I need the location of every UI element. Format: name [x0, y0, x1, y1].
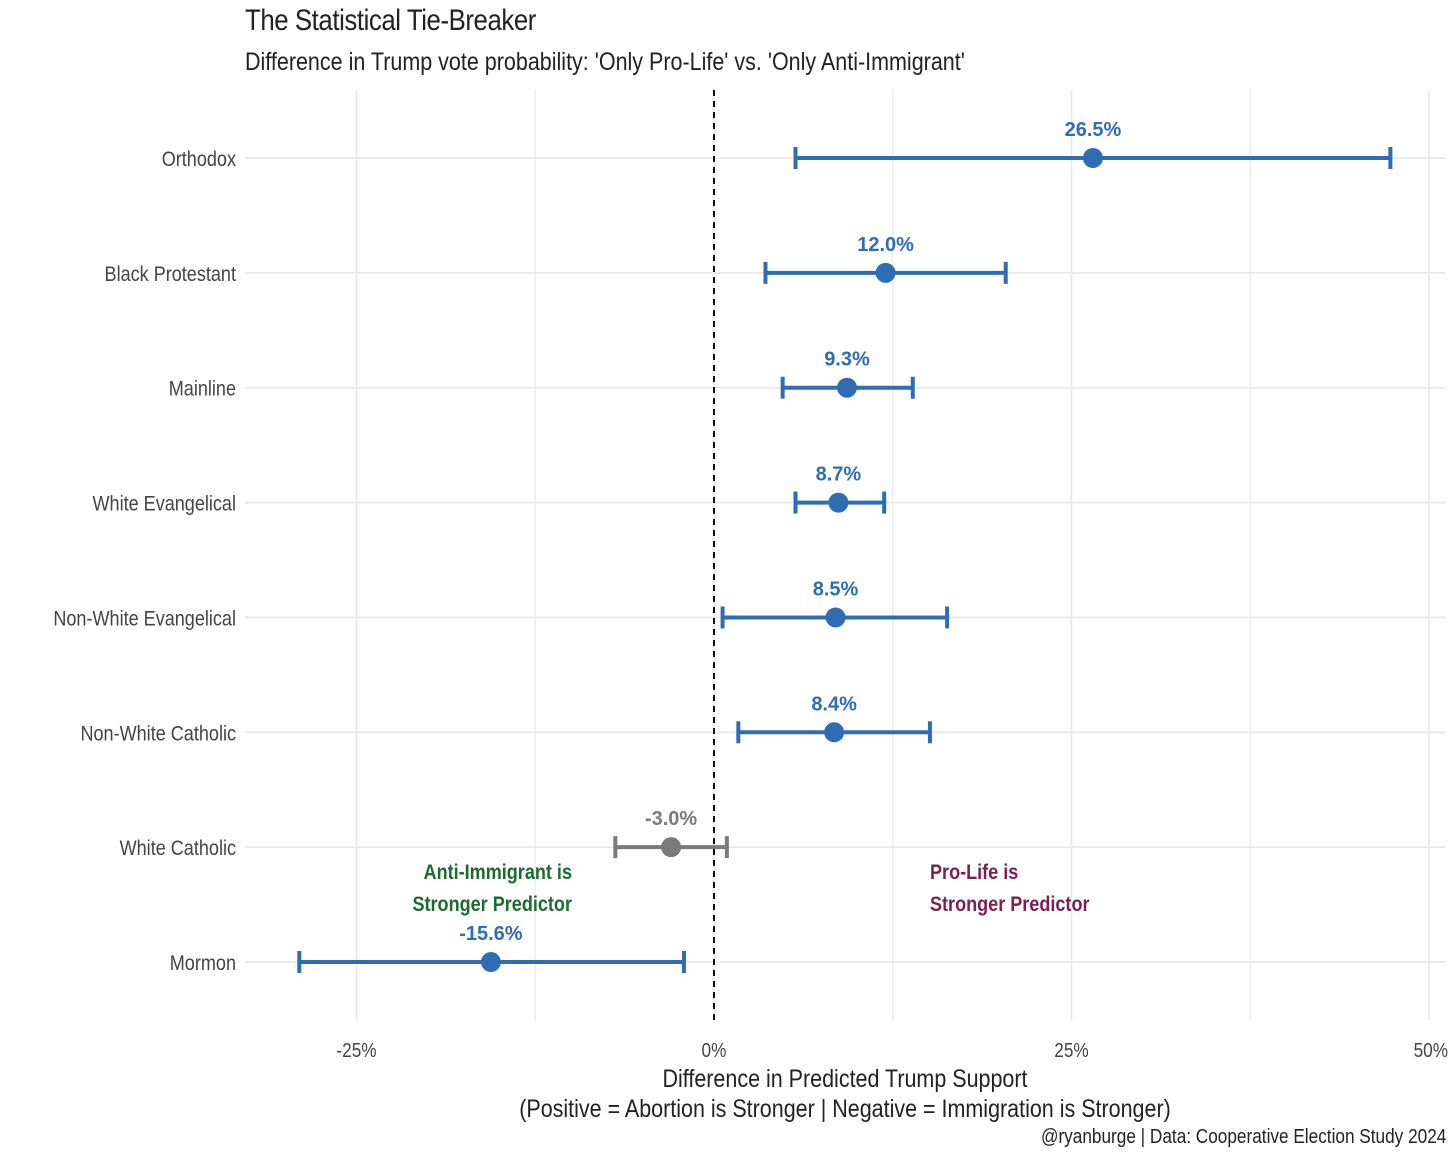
row-non-white-catholic: 8.4%: [736, 693, 932, 744]
row-white-evangelical: 8.7%: [793, 464, 887, 514]
point-estimate: [1082, 148, 1103, 168]
x-tick-label: 50%: [1414, 1039, 1448, 1062]
row-white-catholic: -3.0%: [613, 808, 729, 859]
category-label: Mainline: [169, 377, 236, 401]
data-label: 26.5%: [1065, 119, 1122, 141]
x-axis-ticks: -25% 0% 25% 50%: [336, 1039, 1448, 1062]
row-mormon: -15.6%: [297, 923, 686, 974]
point-estimate: [828, 492, 849, 513]
point-estimate: [661, 837, 682, 858]
annotation-left-line2: Stronger Predictor: [412, 893, 572, 917]
category-label: White Catholic: [120, 837, 237, 861]
point-estimate: [480, 952, 501, 973]
y-axis-labels: Orthodox Black Protestant Mainline White Ev…: [53, 148, 236, 976]
annotations: Anti-Immigrant is Stronger Predictor Pro-L…: [412, 861, 1089, 917]
point-estimate: [824, 722, 845, 743]
point-estimate: [836, 377, 857, 398]
row-non-white-evangelical: 8.5%: [720, 578, 950, 629]
category-label: Black Protestant: [105, 263, 237, 287]
point-estimate: [875, 262, 896, 283]
point-estimate: [825, 607, 846, 628]
x-tick-label: -25%: [336, 1039, 376, 1062]
x-axis-title-line2: (Positive = Abortion is Stronger | Negat…: [519, 1094, 1171, 1122]
row-orthodox: 26.5%: [793, 119, 1393, 169]
data-marks: 26.5% 12.0% 9.3% 8.7% 8.5% 8.4% -3.0% -15.6%: [297, 119, 1393, 974]
row-black-protestant: 12.0%: [763, 234, 1008, 284]
data-label: -15.6%: [459, 923, 523, 945]
data-label: 8.7%: [816, 464, 862, 486]
data-label: 12.0%: [857, 234, 914, 256]
category-label: Non-White Evangelical: [53, 607, 236, 631]
x-axis-title-line1: Difference in Predicted Trump Support: [662, 1064, 1027, 1092]
data-label: 8.4%: [811, 693, 857, 715]
annotation-right-line2: Stronger Predictor: [930, 893, 1090, 917]
x-tick-label: 0%: [702, 1039, 727, 1062]
chart-title: The Statistical Tie-Breaker: [245, 4, 536, 37]
category-label: Non-White Catholic: [80, 722, 236, 746]
data-label: 9.3%: [824, 349, 870, 371]
category-label: Orthodox: [162, 148, 236, 172]
data-label: 8.5%: [813, 578, 859, 600]
category-label: White Evangelical: [92, 492, 236, 516]
annotation-right-line1: Pro-Life is: [930, 861, 1018, 885]
category-label: Mormon: [170, 952, 236, 976]
annotation-left-line1: Anti-Immigrant is: [424, 861, 573, 885]
row-mainline: 9.3%: [780, 349, 915, 399]
chart-caption: @ryanburge | Data: Cooperative Election …: [1040, 1126, 1446, 1148]
x-tick-label: 25%: [1054, 1039, 1088, 1062]
chart-subtitle: Difference in Trump vote probability: 'O…: [245, 48, 965, 76]
data-label: -3.0%: [645, 808, 697, 830]
